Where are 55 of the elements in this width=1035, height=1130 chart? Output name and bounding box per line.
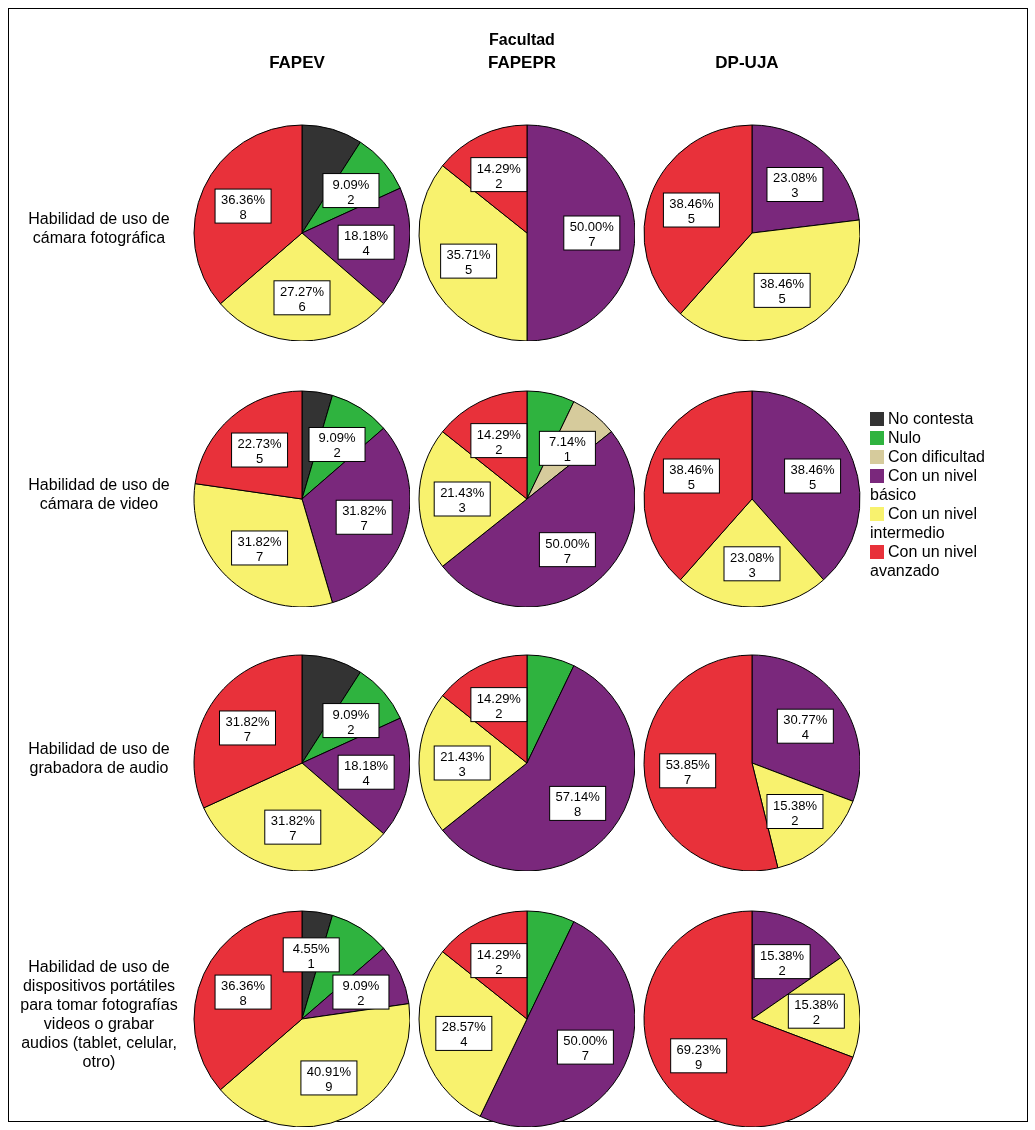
data-label: 15.38% 2 bbox=[760, 947, 805, 978]
data-label: 69.23% 9 bbox=[676, 1041, 722, 1072]
data-label: 9.09% 2 bbox=[332, 176, 370, 207]
data-label: 27.27% 6 bbox=[279, 283, 325, 314]
legend-label: Con un nivel avanzado bbox=[870, 542, 977, 579]
legend-label: Con un nivel intermedio bbox=[870, 504, 977, 541]
chart-title: FAPEPR bbox=[487, 53, 557, 73]
data-label: 35.71% 5 bbox=[446, 247, 492, 278]
legend-label: Con un nivel básico bbox=[870, 466, 977, 503]
data-label: 30.77% 4 bbox=[783, 712, 828, 743]
data-label: 22.73% 5 bbox=[237, 436, 283, 467]
data-label: 28.57% 4 bbox=[441, 1019, 487, 1050]
data-label: 50.00% 7 bbox=[569, 219, 615, 249]
data-label: 21.43% 3 bbox=[440, 485, 485, 515]
data-label: 15.38% 2 bbox=[794, 997, 839, 1028]
chart-title: DP-UJA bbox=[714, 53, 780, 73]
data-label: 18.18% 4 bbox=[344, 228, 389, 259]
data-label: 31.82% 7 bbox=[225, 713, 270, 744]
data-label: 14.29% 2 bbox=[476, 426, 522, 457]
data-label: 14.29% 2 bbox=[476, 946, 522, 977]
data-label: 36.36% 8 bbox=[221, 192, 266, 223]
data-label: 9.09% 2 bbox=[318, 430, 356, 461]
data-label: 23.08% 3 bbox=[772, 170, 818, 201]
data-label: 15.38% 2 bbox=[772, 797, 818, 828]
data-label: 31.82% 7 bbox=[270, 813, 316, 844]
text: Habilidad de uso de cámara de video bbox=[27, 475, 171, 513]
data-label: 4.55% 1 bbox=[292, 940, 331, 971]
data-label: 18.18% 4 bbox=[344, 758, 389, 789]
data-label: 23.08% 3 bbox=[729, 549, 775, 580]
legend-label: Nulo bbox=[888, 428, 921, 446]
text: Habilidad de uso de cámara fotográfica bbox=[27, 209, 171, 247]
text: Habilidad de uso de grabadora de audio bbox=[27, 739, 171, 777]
data-label: 9.09% 2 bbox=[332, 706, 370, 737]
text: Habilidad de uso de dispositivos portátiles para tomar fotografías videos o grabar audios (tablet, celular, otro) bbox=[19, 957, 179, 1071]
text: Facultad bbox=[489, 31, 555, 48]
chart-title: FAPEV bbox=[268, 53, 326, 73]
data-label: 57.14% 8 bbox=[555, 789, 601, 820]
data-label: 7.14% 1 bbox=[548, 434, 587, 465]
data-label: 38.46% 5 bbox=[760, 276, 805, 307]
data-label: 21.43% 3 bbox=[440, 749, 485, 779]
legend-label: Con dificultad bbox=[888, 447, 985, 465]
data-label: 14.29% 2 bbox=[476, 690, 522, 721]
data-label: 14.29% 2 bbox=[476, 160, 522, 191]
data-label: 38.46% 5 bbox=[790, 462, 836, 493]
data-label: 9.09% 2 bbox=[342, 978, 380, 1009]
data-label: 50.00% 7 bbox=[545, 535, 590, 566]
data-label: 38.46% 5 bbox=[669, 462, 714, 493]
data-label: 50.00% 7 bbox=[563, 1033, 608, 1064]
legend-label: No contesta bbox=[888, 409, 974, 427]
data-label: 38.46% 5 bbox=[669, 196, 714, 227]
data-label: 31.82% 7 bbox=[237, 533, 283, 564]
data-label: 53.85% 7 bbox=[665, 756, 711, 787]
data-label: 36.36% 8 bbox=[221, 978, 266, 1009]
data-label: 40.91% 9 bbox=[306, 1063, 352, 1094]
data-label: 31.82% 7 bbox=[342, 503, 387, 534]
